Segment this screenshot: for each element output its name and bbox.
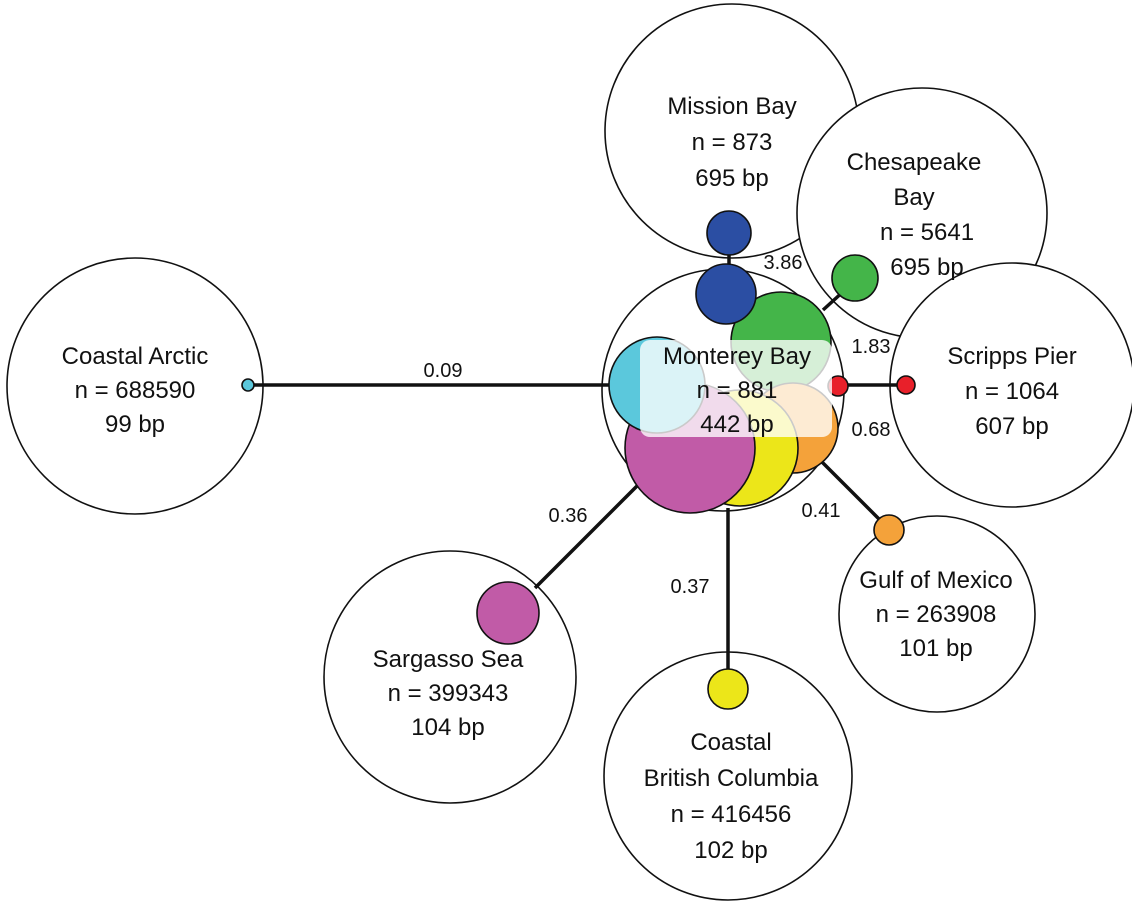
scripps-pier-distance: 0.68 [852, 419, 891, 441]
monterey-bay-label-bg [640, 340, 832, 437]
gulf-of-mexico-n: n = 263908 [876, 601, 997, 628]
monterey-bay-bp: 442 bp [700, 411, 773, 438]
mission-bay-n: n = 873 [692, 129, 773, 156]
chesapeake-bay-name-line1: Chesapeake [847, 149, 982, 176]
coastal-arctic-bp: 99 bp [105, 411, 165, 438]
sargasso-sea-node [476, 581, 540, 645]
sargasso-sea-n: n = 399343 [388, 680, 509, 707]
sargasso-sea-distance: 0.36 [549, 505, 588, 527]
coastal-british-columbia-distance: 0.37 [671, 576, 710, 598]
coastal-british-columbia-bp: 102 bp [694, 837, 767, 864]
edge-gulf-of-mexico [813, 453, 882, 522]
coastal-british-columbia-n: n = 416456 [671, 801, 792, 828]
coastal-british-columbia-node [707, 668, 749, 710]
mission-bay-distance: 3.86 [764, 252, 803, 274]
chesapeake-bay-bp: 695 bp [890, 254, 963, 281]
gulf-of-mexico-node [873, 514, 905, 546]
edge-sargasso-sea [533, 476, 647, 590]
coastal-british-columbia-name-line2: British Columbia [644, 765, 819, 792]
coastal-arctic-n: n = 688590 [75, 377, 196, 404]
chesapeake-bay-distance: 1.83 [852, 336, 891, 358]
scripps-pier-node [896, 375, 916, 395]
chesapeake-bay-n: n = 5641 [880, 219, 974, 246]
chesapeake-bay-node [831, 254, 879, 302]
gulf-of-mexico-circle [838, 515, 1036, 713]
scripps-pier-bp: 607 bp [975, 413, 1048, 440]
mission-bay-name: Mission Bay [667, 93, 796, 120]
coastal-arctic-distance: 0.09 [424, 360, 463, 382]
monterey-bay-n: n = 881 [697, 377, 778, 404]
mission-bay-node [706, 210, 752, 256]
coastal-arctic-node [241, 378, 255, 392]
sargasso-sea-circle [323, 550, 577, 804]
scripps-pier-name: Scripps Pier [947, 343, 1076, 370]
mission-bay-bp: 695 bp [695, 165, 768, 192]
monterey-bay-name: Monterey Bay [663, 343, 811, 370]
scripps-pier-n: n = 1064 [965, 378, 1059, 405]
mission-bay-center-blob [695, 263, 757, 325]
gulf-of-mexico-distance: 0.41 [802, 500, 841, 522]
chesapeake-bay-name-line2: Bay [893, 184, 934, 211]
coastal-arctic-name: Coastal Arctic [62, 343, 209, 370]
sargasso-sea-bp: 104 bp [411, 714, 484, 741]
gulf-of-mexico-name: Gulf of Mexico [859, 567, 1012, 594]
gulf-of-mexico-bp: 101 bp [899, 635, 972, 662]
coastal-british-columbia-name-line1: Coastal [690, 729, 771, 756]
sargasso-sea-name: Sargasso Sea [373, 646, 524, 673]
